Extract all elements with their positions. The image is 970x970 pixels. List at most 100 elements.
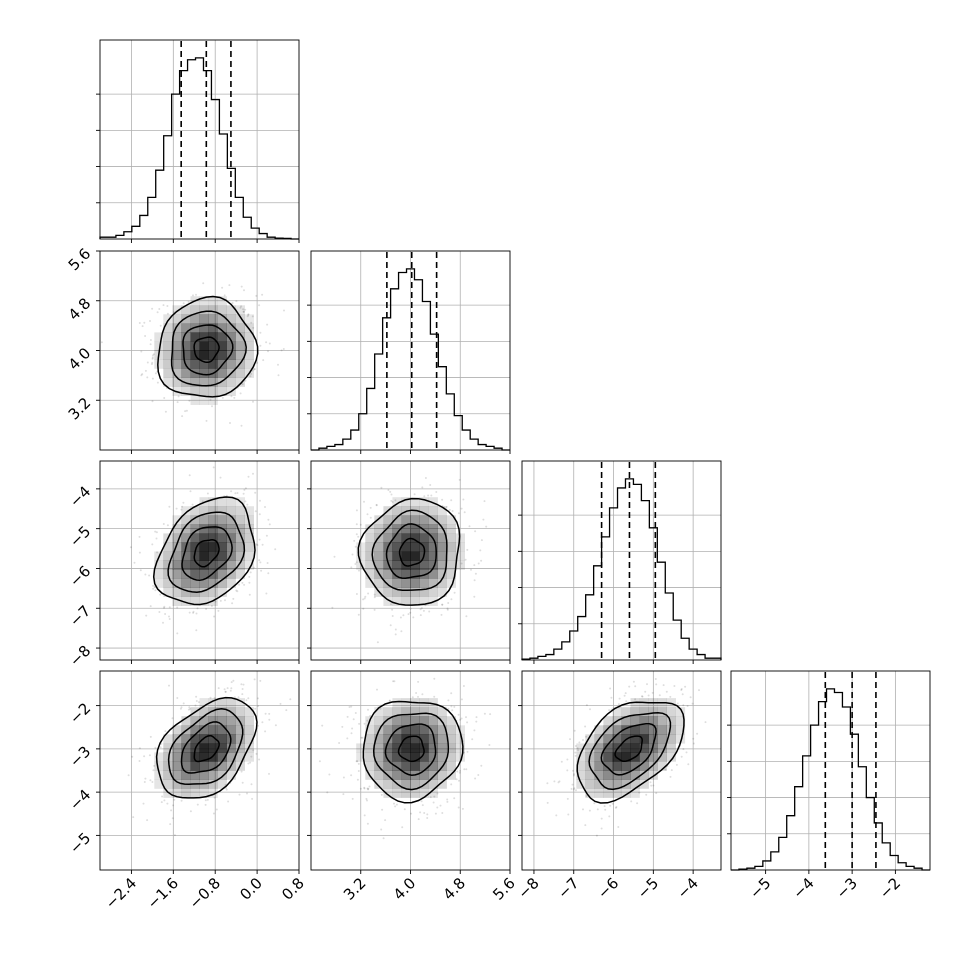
scatter-point: [138, 322, 141, 324]
scatter-point: [229, 689, 232, 692]
scatter-point: [447, 602, 450, 604]
scatter-point: [571, 783, 574, 786]
density-cell: [190, 752, 200, 762]
y-tick-label-2-4: −4: [66, 482, 94, 510]
hist-frame-3: [730, 670, 931, 871]
density-cell: [181, 332, 191, 342]
x-tick-label-2-0: −8: [514, 874, 542, 902]
density-cell: [199, 752, 209, 762]
scatter-point: [254, 491, 257, 494]
density-cell: [446, 734, 456, 744]
density-cell: [235, 542, 245, 552]
density-cell: [154, 770, 164, 780]
scatter-point: [460, 717, 463, 720]
scatter-point: [155, 531, 158, 534]
scatter-point: [266, 323, 269, 326]
density-cell: [401, 770, 411, 780]
scatter-point: [225, 788, 228, 791]
scatter-point: [195, 700, 198, 702]
scatter-point: [367, 708, 369, 711]
scatter-point: [427, 494, 430, 497]
density-cell: [217, 725, 227, 735]
density-cell: [576, 770, 586, 780]
scatter-point: [450, 598, 453, 601]
scatter-point: [433, 695, 436, 698]
scatter-point: [149, 605, 152, 608]
density-cell: [226, 578, 236, 588]
density-cell: [172, 377, 182, 387]
scatter-point: [268, 712, 271, 715]
density-cell: [410, 578, 420, 588]
scatter-point: [419, 811, 422, 814]
density-cell: [235, 752, 245, 762]
scatter-point: [146, 376, 149, 379]
density-cell: [199, 305, 209, 315]
density-cell: [199, 296, 209, 306]
scatter-point: [152, 587, 155, 590]
density-cell: [190, 716, 200, 726]
scatter-point: [417, 680, 420, 683]
scatter-point: [357, 770, 360, 772]
density-cell: [657, 752, 667, 762]
scatter-point: [391, 608, 394, 611]
scatter-point: [258, 758, 261, 761]
scatter-point: [575, 789, 577, 792]
density-cell: [383, 578, 393, 588]
scatter-point: [458, 771, 461, 774]
scatter-point: [474, 777, 477, 780]
scatter-point: [355, 561, 358, 564]
density-cell: [190, 596, 200, 606]
scatter-point: [363, 814, 366, 817]
scatter-point: [391, 501, 394, 503]
scatter-point: [448, 508, 451, 511]
density-cell: [401, 524, 411, 534]
scatter-point: [254, 510, 257, 513]
density-cell: [226, 725, 236, 735]
scatter-point: [267, 572, 270, 575]
scatter-panel-2-1: [307, 460, 511, 664]
y-tick-label-3-3: −2: [66, 699, 94, 727]
density-cell: [428, 743, 438, 753]
density-cell: [199, 314, 209, 324]
scatter-point: [252, 749, 255, 752]
density-cell: [365, 761, 375, 771]
scatter-point: [160, 742, 163, 745]
density-cell: [374, 779, 384, 789]
scatter-point: [182, 501, 185, 504]
scatter-point: [576, 747, 579, 750]
scatter-point: [241, 781, 244, 784]
scatter-point: [350, 566, 353, 569]
density-cell: [419, 533, 429, 543]
scatter-point: [450, 692, 453, 695]
density-cell: [383, 725, 393, 735]
scatter-point: [426, 813, 429, 816]
x-tick-label-1-1: 4.0: [390, 874, 420, 904]
density-cell: [208, 341, 218, 351]
scatter-point: [603, 805, 606, 808]
scatter-point: [209, 696, 212, 699]
scatter-point: [243, 488, 246, 491]
density-cell: [163, 788, 173, 798]
scatter-point: [131, 755, 134, 758]
scatter-point: [457, 512, 460, 515]
scatter-point: [219, 599, 222, 602]
density-cell: [226, 551, 236, 561]
density-cell: [401, 788, 411, 798]
histogram-2: [521, 478, 722, 660]
density-cell: [621, 707, 631, 717]
density-cell: [374, 716, 384, 726]
contour-3-0-0: [193, 734, 220, 763]
scatter-point: [458, 478, 461, 481]
scatter-point: [423, 812, 426, 814]
scatter-point: [465, 716, 467, 719]
scatter-point: [242, 310, 245, 313]
scatter-point: [266, 562, 269, 564]
density-cell: [217, 332, 227, 342]
scatter-point: [259, 344, 262, 347]
density-cell: [190, 551, 200, 561]
scatter-point: [410, 812, 413, 815]
density-cell: [428, 524, 438, 534]
density-cell: [428, 560, 438, 570]
density-cell: [217, 569, 227, 579]
scatter-point: [363, 786, 366, 789]
